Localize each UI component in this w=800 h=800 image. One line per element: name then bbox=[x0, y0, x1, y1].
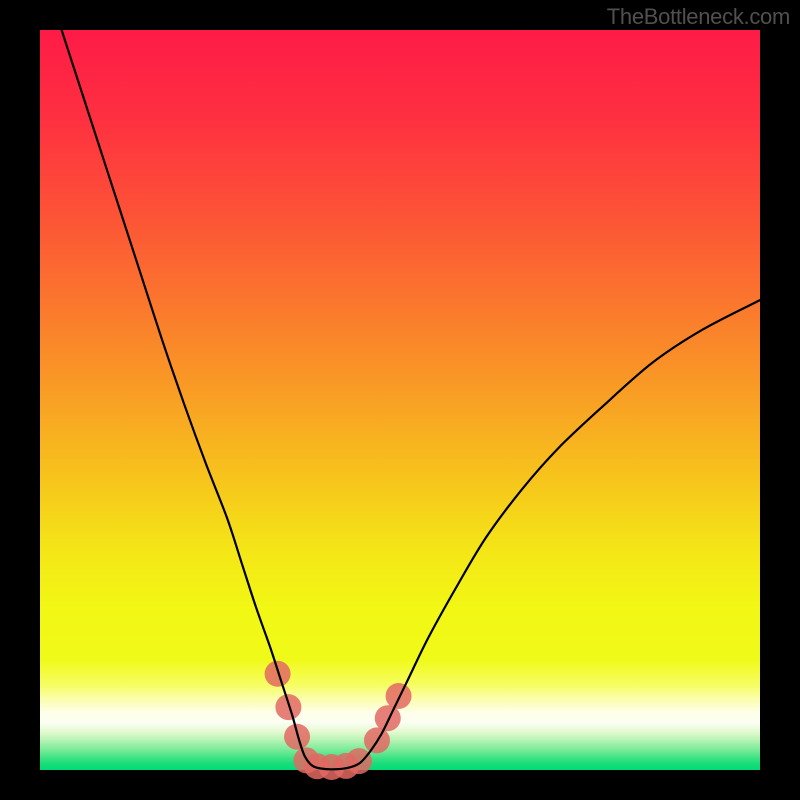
chart-plot-area bbox=[40, 30, 760, 770]
watermark-text: TheBottleneck.com bbox=[607, 4, 790, 30]
bottleneck-marker bbox=[346, 748, 372, 774]
bottleneck-marker bbox=[386, 683, 412, 709]
bottleneck-chart bbox=[0, 0, 800, 800]
bottleneck-marker bbox=[375, 705, 401, 731]
bottleneck-marker bbox=[265, 661, 291, 687]
bottleneck-marker bbox=[275, 694, 301, 720]
chart-container: TheBottleneck.com bbox=[0, 0, 800, 800]
